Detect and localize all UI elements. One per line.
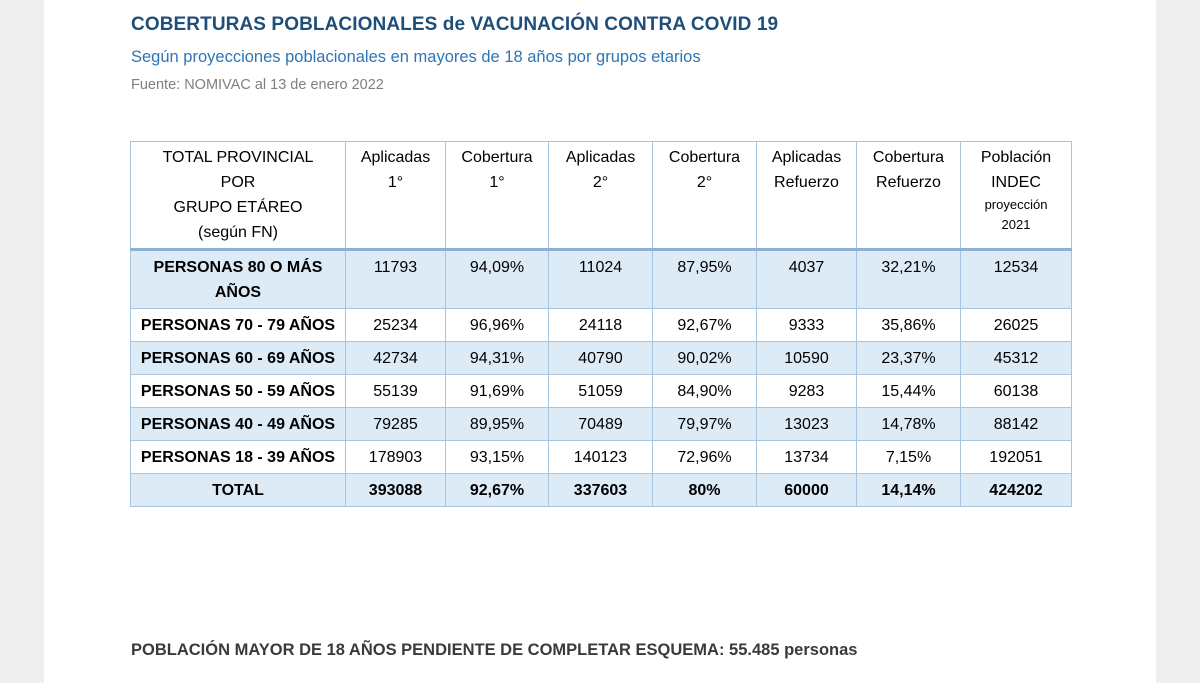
- page-title: COBERTURAS POBLACIONALES de VACUNACIÓN C…: [131, 14, 779, 35]
- cell-cobertura-refuerzo: 15,44%: [856, 374, 961, 408]
- cell-poblacion: 12534: [960, 249, 1072, 309]
- table-header-row: TOTAL PROVINCIAL POR GRUPO ETÁREO (según…: [130, 141, 1072, 251]
- total-aplicadas-refuerzo: 60000: [756, 473, 857, 507]
- cell-cobertura-2: 87,95%: [652, 249, 757, 309]
- row-label: PERSONAS 60 - 69 AÑOS: [130, 341, 346, 375]
- row-label: PERSONAS 40 - 49 AÑOS: [130, 407, 346, 441]
- total-aplicadas-2: 337603: [548, 473, 653, 507]
- cell-aplicadas-1: 42734: [345, 341, 446, 375]
- cell-cobertura-1: 94,09%: [445, 249, 549, 309]
- cell-poblacion: 88142: [960, 407, 1072, 441]
- cell-aplicadas-2: 70489: [548, 407, 653, 441]
- cell-aplicadas-refuerzo: 4037: [756, 249, 857, 309]
- cell-aplicadas-refuerzo: 9333: [756, 308, 857, 342]
- cell-aplicadas-refuerzo: 13023: [756, 407, 857, 441]
- cell-cobertura-refuerzo: 32,21%: [856, 249, 961, 309]
- total-cobertura-refuerzo: 14,14%: [856, 473, 961, 507]
- cell-poblacion: 26025: [960, 308, 1072, 342]
- page-subtitle: Según proyecciones poblacionales en mayo…: [131, 48, 701, 66]
- header-group: TOTAL PROVINCIAL POR GRUPO ETÁREO (según…: [130, 141, 346, 251]
- total-cobertura-1: 92,67%: [445, 473, 549, 507]
- source-note: Fuente: NOMIVAC al 13 de enero 2022: [131, 77, 384, 93]
- cell-aplicadas-2: 11024: [548, 249, 653, 309]
- cell-cobertura-1: 94,31%: [445, 341, 549, 375]
- cell-cobertura-1: 91,69%: [445, 374, 549, 408]
- table-row: PERSONAS 40 - 49 AÑOS 79285 89,95% 70489…: [130, 407, 1072, 441]
- cell-cobertura-2: 92,67%: [652, 308, 757, 342]
- cell-cobertura-refuerzo: 35,86%: [856, 308, 961, 342]
- row-label: PERSONAS 18 - 39 AÑOS: [130, 440, 346, 474]
- cell-aplicadas-1: 79285: [345, 407, 446, 441]
- cell-cobertura-2: 84,90%: [652, 374, 757, 408]
- header-cobertura-1: Cobertura 1°: [445, 141, 549, 251]
- document-page: COBERTURAS POBLACIONALES de VACUNACIÓN C…: [44, 0, 1156, 683]
- total-poblacion: 424202: [960, 473, 1072, 507]
- row-label: PERSONAS 50 - 59 AÑOS: [130, 374, 346, 408]
- header-cobertura-2: Cobertura 2°: [652, 141, 757, 251]
- pending-population-note: POBLACIÓN MAYOR DE 18 AÑOS PENDIENTE DE …: [131, 641, 858, 659]
- table-row: PERSONAS 70 - 79 AÑOS 25234 96,96% 24118…: [130, 308, 1072, 342]
- cell-cobertura-2: 90,02%: [652, 341, 757, 375]
- cell-aplicadas-2: 51059: [548, 374, 653, 408]
- cell-aplicadas-1: 178903: [345, 440, 446, 474]
- cell-aplicadas-refuerzo: 10590: [756, 341, 857, 375]
- header-cobertura-refuerzo: Cobertura Refuerzo: [856, 141, 961, 251]
- header-poblacion: Población INDEC proyección 2021: [960, 141, 1072, 251]
- coverage-table: TOTAL PROVINCIAL POR GRUPO ETÁREO (según…: [130, 141, 1072, 507]
- total-aplicadas-1: 393088: [345, 473, 446, 507]
- cell-aplicadas-1: 25234: [345, 308, 446, 342]
- cell-aplicadas-2: 40790: [548, 341, 653, 375]
- total-row: TOTAL 393088 92,67% 337603 80% 60000 14,…: [130, 473, 1072, 507]
- table-row: PERSONAS 50 - 59 AÑOS 55139 91,69% 51059…: [130, 374, 1072, 408]
- cell-cobertura-1: 96,96%: [445, 308, 549, 342]
- cell-cobertura-refuerzo: 23,37%: [856, 341, 961, 375]
- table-row: PERSONAS 60 - 69 AÑOS 42734 94,31% 40790…: [130, 341, 1072, 375]
- cell-cobertura-refuerzo: 14,78%: [856, 407, 961, 441]
- cell-poblacion: 45312: [960, 341, 1072, 375]
- cell-aplicadas-2: 140123: [548, 440, 653, 474]
- header-aplicadas-1: Aplicadas 1°: [345, 141, 446, 251]
- total-cobertura-2: 80%: [652, 473, 757, 507]
- row-label: PERSONAS 80 O MÁS AÑOS: [130, 249, 346, 309]
- cell-cobertura-1: 89,95%: [445, 407, 549, 441]
- header-aplicadas-refuerzo: Aplicadas Refuerzo: [756, 141, 857, 251]
- cell-aplicadas-1: 11793: [345, 249, 446, 309]
- table-row: PERSONAS 80 O MÁS AÑOS 11793 94,09% 1102…: [130, 249, 1072, 309]
- total-label: TOTAL: [130, 473, 346, 507]
- cell-cobertura-1: 93,15%: [445, 440, 549, 474]
- table-row: PERSONAS 18 - 39 AÑOS 178903 93,15% 1401…: [130, 440, 1072, 474]
- cell-aplicadas-refuerzo: 9283: [756, 374, 857, 408]
- cell-aplicadas-refuerzo: 13734: [756, 440, 857, 474]
- cell-cobertura-2: 79,97%: [652, 407, 757, 441]
- cell-aplicadas-1: 55139: [345, 374, 446, 408]
- cell-poblacion: 192051: [960, 440, 1072, 474]
- cell-poblacion: 60138: [960, 374, 1072, 408]
- header-aplicadas-2: Aplicadas 2°: [548, 141, 653, 251]
- cell-aplicadas-2: 24118: [548, 308, 653, 342]
- row-label: PERSONAS 70 - 79 AÑOS: [130, 308, 346, 342]
- cell-cobertura-2: 72,96%: [652, 440, 757, 474]
- cell-cobertura-refuerzo: 7,15%: [856, 440, 961, 474]
